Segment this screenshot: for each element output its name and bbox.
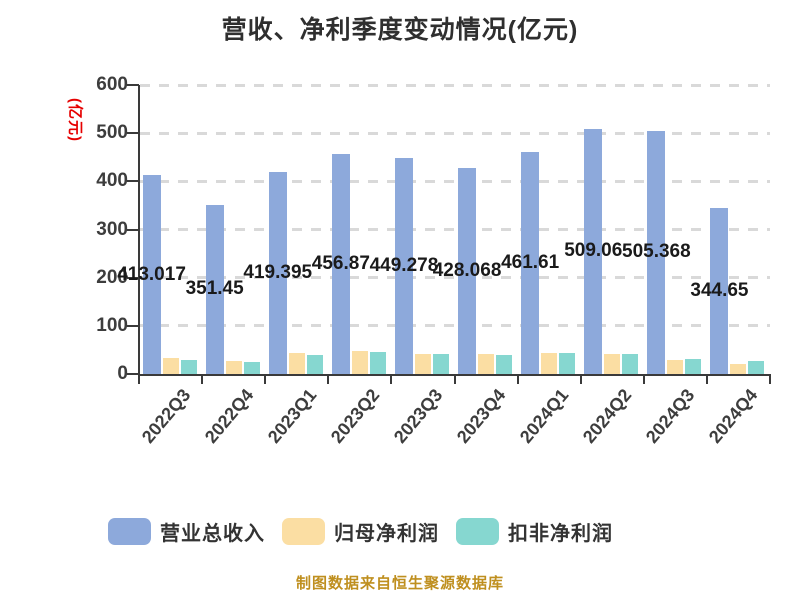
x-tick-3 (327, 374, 330, 384)
data-label-2022Q3: 413.017 (117, 263, 186, 285)
chart-title: 营收、净利季度变动情况(亿元) (221, 16, 579, 44)
x-tick-8 (642, 374, 645, 384)
y-tick-label-500: 500 (96, 122, 128, 144)
x-category-label-2022Q4: 2022Q4 (200, 385, 257, 447)
x-category-label-2022Q3: 2022Q3 (137, 385, 194, 447)
bar-营业总收入-2022Q3 (142, 175, 161, 374)
x-tick-2 (264, 374, 267, 384)
y-tick-600 (127, 84, 139, 86)
x-tick-9 (705, 374, 708, 384)
x-category-label-2024Q1: 2024Q1 (515, 385, 573, 447)
data-label-2024Q4: 344.65 (690, 279, 749, 301)
x-category-label-2024Q2: 2024Q2 (579, 385, 636, 447)
y-tick-label-600: 600 (96, 74, 128, 95)
gridline-400 (140, 179, 770, 183)
bar-归母净利润-2023Q1 (288, 352, 305, 374)
bar-扣非净利润-2022Q4 (243, 362, 260, 374)
bar-归母净利润-2023Q3 (414, 353, 431, 374)
bar-营业总收入-2022Q4 (205, 204, 224, 374)
x-category-label-2023Q4: 2023Q4 (452, 385, 510, 447)
bar-归母净利润-2024Q1 (541, 352, 558, 374)
data-label-2023Q2: 456.87 (311, 252, 370, 274)
data-label-2023Q3: 449.278 (369, 254, 439, 276)
legend-item-0: 营业总收入 (108, 517, 265, 546)
gridline-600 (140, 83, 770, 87)
x-tick-6 (516, 374, 519, 384)
bar-营业总收入-2024Q3 (647, 130, 666, 374)
gridline-500 (140, 131, 770, 135)
bar-扣非净利润-2024Q4 (748, 360, 765, 374)
bar-扣非净利润-2024Q1 (559, 353, 576, 374)
bar-营业总收入-2023Q1 (268, 171, 287, 374)
y-tick-0 (127, 373, 139, 375)
bar-归母净利润-2023Q4 (478, 353, 495, 374)
legend-swatch-icon (282, 518, 325, 545)
bar-扣非净利润-2023Q1 (306, 354, 323, 374)
y-tick-label-0: 0 (117, 363, 128, 384)
bar-营业总收入-2024Q2 (584, 128, 603, 374)
bar-归母净利润-2023Q2 (351, 350, 368, 374)
bar-扣非净利润-2023Q2 (369, 351, 386, 374)
x-category-label-2024Q4: 2024Q4 (705, 385, 762, 447)
y-tick-label-200: 200 (96, 266, 128, 288)
y-tick-500 (127, 132, 139, 135)
legend-label: 扣非净利润 (508, 523, 613, 545)
y-tick-label-300: 300 (96, 218, 128, 240)
x-axis-line (138, 374, 771, 376)
data-label-2024Q1: 461.61 (501, 251, 560, 273)
y-tick-label-100: 100 (96, 314, 128, 336)
bar-归母净利润-2022Q4 (225, 360, 242, 374)
data-label-2022Q4: 351.45 (185, 278, 244, 300)
y-tick-200 (127, 276, 139, 279)
bar-归母净利润-2024Q4 (730, 363, 747, 374)
legend-swatch-icon (108, 518, 151, 545)
gridline-300 (140, 228, 770, 231)
legend-swatch-icon (456, 518, 499, 545)
x-tick-5 (453, 374, 456, 384)
bar-扣非净利润-2023Q4 (496, 354, 513, 374)
data-label-2023Q4: 428.068 (432, 259, 502, 281)
bar-扣非净利润-2022Q3 (180, 359, 197, 374)
legend-item-1: 归母净利润 (282, 517, 439, 546)
x-category-label-2023Q1: 2023Q1 (263, 385, 321, 447)
bar-归母净利润-2024Q2 (604, 354, 621, 374)
data-label-2024Q2: 509.06 (564, 240, 623, 262)
x-category-label-2023Q3: 2023Q3 (389, 385, 447, 447)
x-category-label-2024Q3: 2024Q3 (642, 385, 699, 447)
x-tick-4 (390, 374, 393, 384)
x-tick-0 (138, 374, 140, 384)
bar-营业总收入-2023Q2 (331, 153, 350, 374)
legend-item-2: 扣非净利润 (456, 517, 613, 546)
bar-营业总收入-2023Q4 (458, 167, 477, 374)
bar-营业总收入-2024Q1 (521, 151, 540, 374)
legend-label: 归母净利润 (334, 523, 439, 545)
x-tick-10 (769, 374, 771, 384)
y-tick-400 (127, 180, 139, 183)
gridline-100 (140, 324, 770, 328)
bar-扣非净利润-2024Q2 (622, 353, 639, 374)
y-tick-label-400: 400 (96, 170, 128, 192)
y-tick-300 (127, 228, 139, 231)
bar-归母净利润-2024Q3 (667, 359, 684, 374)
x-tick-7 (579, 374, 582, 384)
bar-营业总收入-2024Q4 (710, 207, 729, 374)
bar-营业总收入-2023Q3 (394, 157, 413, 374)
legend-label: 营业总收入 (160, 523, 265, 545)
bar-归母净利润-2022Q3 (162, 358, 179, 374)
y-tick-100 (127, 324, 139, 327)
bar-扣非净利润-2024Q3 (685, 359, 702, 374)
legend: 营业总收入 归母净利润 扣非净利润 (108, 517, 613, 546)
data-label-2024Q3: 505.368 (622, 241, 691, 263)
bar-扣非净利润-2023Q3 (432, 353, 449, 374)
x-category-label-2023Q2: 2023Q2 (326, 385, 384, 447)
y-axis-line (138, 85, 140, 376)
gridline-200 (140, 276, 770, 280)
data-source-caption: 制图数据来自恒生聚源数据库 (295, 575, 504, 592)
data-label-2023Q1: 419.395 (243, 261, 313, 283)
x-tick-1 (201, 374, 204, 384)
